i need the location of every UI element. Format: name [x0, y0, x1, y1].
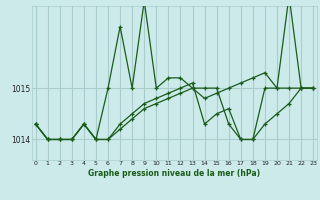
X-axis label: Graphe pression niveau de la mer (hPa): Graphe pression niveau de la mer (hPa)	[88, 169, 260, 178]
